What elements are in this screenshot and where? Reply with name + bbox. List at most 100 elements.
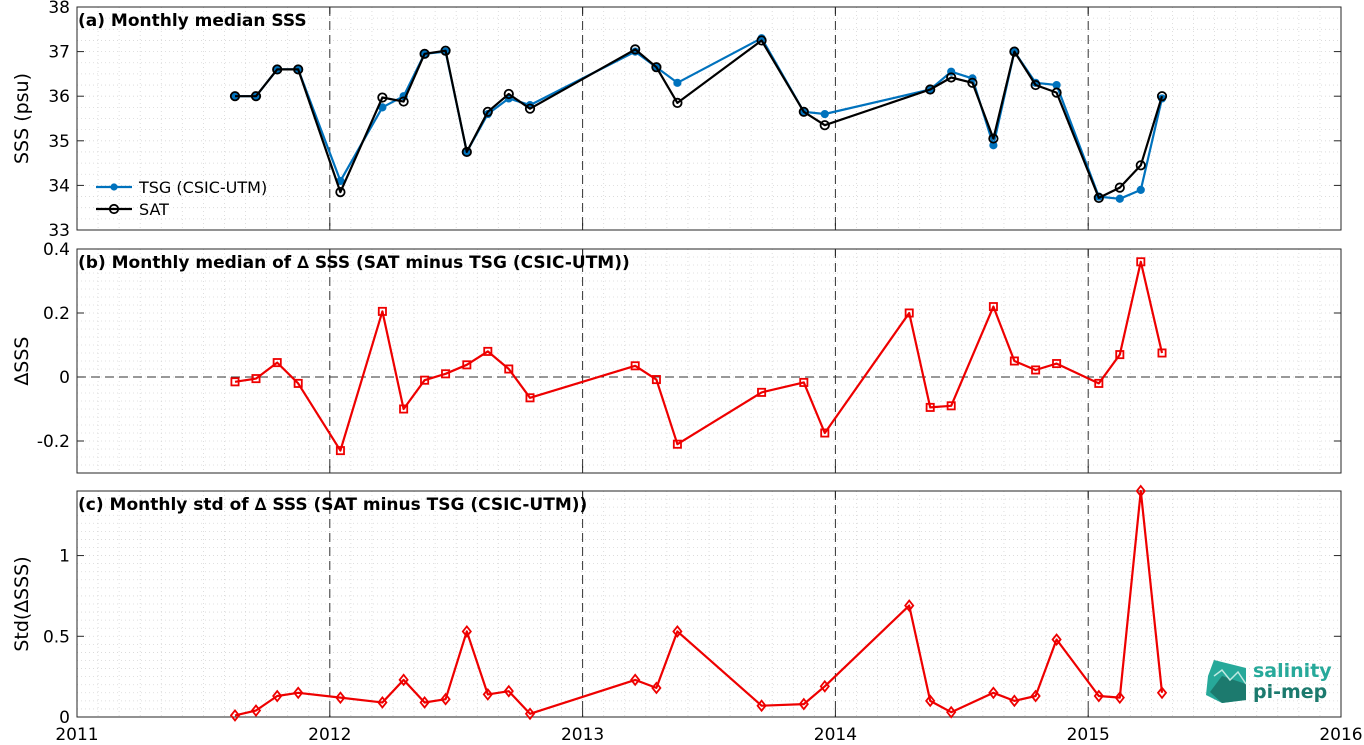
data-point-std: [904, 599, 915, 613]
data-point-sat: [756, 35, 767, 46]
data-point-std: [398, 673, 409, 687]
panel-a-monthly-median-sss: 33 34 35 36 37 38 SSS (psu) (a) Monthly median …: [11, 0, 1342, 241]
data-point-median: [904, 308, 914, 318]
data-point-std: [440, 692, 451, 706]
data-point-std: [819, 679, 830, 693]
data-point-sat: [335, 186, 346, 198]
data-point-sat: [946, 72, 957, 83]
data-point-sat: [988, 133, 999, 144]
data-point-std: [1030, 689, 1041, 703]
data-point-median: [1115, 350, 1125, 360]
data-point-std: [672, 625, 683, 638]
data-point-tsg: [820, 109, 829, 119]
data-point-sat: [250, 91, 262, 102]
data-point-sat: [482, 106, 493, 117]
data-point-median: [946, 401, 956, 411]
data-point-median: [651, 375, 661, 385]
data-point-median: [335, 446, 345, 456]
data-point-sat: [1114, 182, 1125, 193]
logo-wave-shade-icon: [1210, 676, 1246, 703]
data-point-sat: [1009, 46, 1020, 57]
y-tick-label: 0.5: [43, 627, 70, 647]
data-point-tsg: [1115, 194, 1124, 203]
data-point-std: [229, 708, 241, 722]
data-point-sat: [524, 103, 536, 114]
data-point-std: [1135, 484, 1146, 498]
axes-frame: [76, 6, 1342, 231]
legend-label: TSG (CSIC-UTM): [138, 178, 267, 197]
data-point-median: [230, 377, 240, 387]
data-point-std: [1051, 633, 1062, 646]
legend-label: SAT: [139, 200, 169, 219]
data-point-median: [1136, 257, 1146, 267]
panel-b-monthly-median-delta-sss: -0.2 0 0.2 0.4 ∆SSS (b) Monthly median of ∆ S…: [11, 240, 1342, 474]
legend-marker-circle: [108, 203, 120, 215]
y-axis-label: SSS (psu): [11, 73, 33, 164]
data-point-sat: [1135, 160, 1146, 171]
axes-frame: [76, 248, 1342, 474]
data-point-std: [630, 673, 641, 687]
data-point-median: [1094, 378, 1104, 388]
data-point-std: [988, 686, 999, 700]
data-point-sat: [798, 106, 809, 117]
data-point-median: [251, 374, 261, 384]
data-point-sat: [377, 92, 388, 103]
data-point-sat: [925, 84, 936, 95]
data-point-sat: [1093, 192, 1104, 203]
y-tick-label: 34: [48, 176, 70, 196]
data-point-median: [462, 360, 472, 370]
data-point-std: [798, 697, 809, 711]
axes-frame: [76, 490, 1342, 718]
data-point-sat: [419, 48, 430, 59]
y-tick-label: -0.2: [37, 432, 70, 452]
data-point-median: [525, 393, 535, 403]
x-tick-label: 2013: [561, 725, 604, 745]
data-point-median: [925, 402, 935, 412]
panel-title: (a) Monthly median SSS: [78, 11, 307, 31]
data-point-std: [503, 684, 514, 698]
data-point-sat: [503, 88, 514, 100]
data-point-median: [1031, 365, 1041, 375]
series-line-delta-sss: [234, 260, 1164, 452]
data-point-std: [1093, 689, 1104, 703]
panel-c-monthly-std-delta-sss: 0 0.5 1 2011 2012 2013 2014 2015 2016 Std(∆SSS) (c…: [11, 484, 1363, 745]
data-point-median: [420, 375, 430, 385]
y-tick-label: 35: [48, 132, 70, 152]
x-tick-label: 2014: [814, 725, 857, 745]
data-point-sat: [293, 64, 304, 75]
data-point-median: [630, 361, 640, 371]
data-point-median: [672, 439, 682, 449]
salinity-pi-mep-logo: salinity pi-mep: [1206, 660, 1332, 703]
panel-title: (c) Monthly std of ∆ SSS (SAT minus TSG …: [78, 495, 587, 515]
y-tick-label: 33: [48, 221, 70, 241]
y-axis-label: Std(∆SSS): [11, 556, 33, 651]
data-point-sat: [651, 62, 662, 73]
series-line-delta-sss: [234, 489, 1164, 717]
data-point-std: [1114, 691, 1125, 705]
data-point-std: [925, 694, 936, 708]
y-tick-label: 36: [48, 87, 70, 107]
data-point-std: [293, 686, 304, 700]
data-point-tsg: [1136, 185, 1145, 194]
x-tick-label: 2012: [308, 725, 351, 745]
data-point-sat: [1051, 87, 1062, 98]
logo-wave-line-icon: [1213, 668, 1247, 685]
data-point-sat: [819, 120, 830, 131]
x-tick-label: 2011: [55, 725, 98, 745]
data-point-sat: [229, 91, 241, 102]
y-tick-label: 0: [59, 708, 70, 728]
legend-marker-dot: [110, 183, 118, 191]
logo-text-pi-mep: pi-mep: [1253, 681, 1327, 703]
data-point-median: [293, 378, 303, 388]
data-point-median: [441, 369, 451, 379]
data-point-sat: [1030, 79, 1041, 91]
data-point-std: [524, 707, 536, 721]
data-point-median: [272, 358, 282, 368]
logo-text-salinity: salinity: [1253, 660, 1332, 682]
panel-title: (b) Monthly median of ∆ SSS (SAT minus T…: [78, 253, 630, 273]
data-point-sat: [672, 97, 683, 108]
data-point-median: [1157, 348, 1167, 358]
data-point-median: [799, 377, 809, 387]
data-point-median: [399, 404, 409, 414]
